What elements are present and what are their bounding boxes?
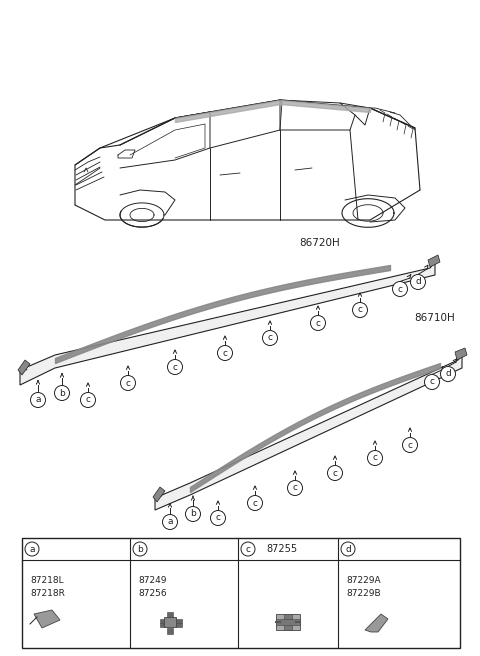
Circle shape [368,451,383,466]
Circle shape [31,392,46,407]
Circle shape [120,375,135,390]
Circle shape [185,506,201,522]
Circle shape [424,375,440,390]
Circle shape [288,480,302,495]
Text: c: c [430,377,434,386]
Text: d: d [415,277,421,287]
Circle shape [211,510,226,525]
Circle shape [81,392,96,407]
Text: a: a [167,518,173,527]
Bar [167,612,173,618]
Text: a: a [29,544,35,554]
Circle shape [393,281,408,297]
Text: c: c [372,453,377,462]
Polygon shape [34,610,60,628]
Text: c: c [125,379,131,388]
Text: c: c [358,306,362,314]
Circle shape [241,542,255,556]
Bar [284,614,292,630]
Circle shape [163,514,178,529]
Text: b: b [59,388,65,398]
Text: c: c [292,483,298,493]
Text: c: c [252,499,257,508]
Text: 87255: 87255 [266,544,297,554]
Text: 87249
87256: 87249 87256 [138,576,167,598]
Polygon shape [18,360,30,375]
Circle shape [263,331,277,346]
Circle shape [133,542,147,556]
Text: d: d [345,544,351,554]
Polygon shape [155,355,462,510]
Circle shape [327,466,343,480]
Text: c: c [267,333,273,342]
Bar [176,623,182,627]
Text: c: c [245,544,251,554]
Polygon shape [20,262,435,385]
Circle shape [311,316,325,331]
Bar [276,619,300,625]
Text: a: a [35,396,41,405]
Polygon shape [365,614,388,632]
Text: c: c [315,319,321,327]
Circle shape [341,542,355,556]
Circle shape [217,346,232,361]
Polygon shape [428,255,440,267]
Polygon shape [455,348,467,360]
Bar [276,614,300,630]
Text: c: c [408,440,412,449]
Circle shape [55,386,70,401]
Circle shape [441,367,456,382]
Bar [176,619,182,623]
Circle shape [248,495,263,510]
Circle shape [352,302,368,318]
Bar [167,628,173,634]
Bar [160,623,166,627]
Circle shape [403,438,418,453]
Text: c: c [85,396,91,405]
Text: c: c [216,514,220,522]
Polygon shape [153,487,165,502]
Text: 87218L
87218R: 87218L 87218R [30,576,65,598]
Text: c: c [397,285,403,293]
Circle shape [168,359,182,375]
Text: b: b [137,544,143,554]
Circle shape [25,542,39,556]
Text: b: b [190,510,196,518]
Text: 86720H: 86720H [300,238,340,248]
Text: 87229A
87229B: 87229A 87229B [346,576,381,598]
Text: c: c [172,363,178,371]
Text: d: d [445,369,451,379]
Circle shape [410,274,425,289]
Text: 86710H: 86710H [415,313,456,323]
Bar [164,617,176,627]
Text: c: c [333,468,337,478]
Bar [160,619,166,623]
Text: c: c [223,348,228,358]
